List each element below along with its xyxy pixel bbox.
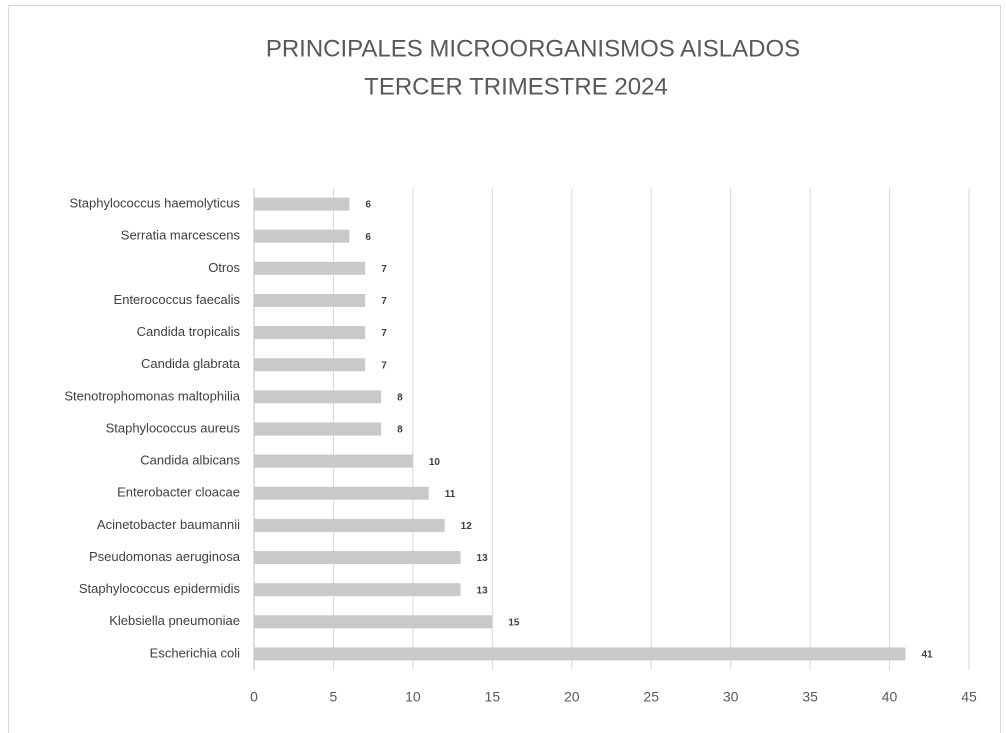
bar: [254, 293, 366, 307]
bar: [254, 518, 445, 532]
bar: [254, 615, 493, 629]
data-label: 8: [397, 393, 403, 404]
x-tick-label: 35: [802, 689, 818, 705]
data-label: 41: [921, 650, 933, 661]
data-label: 7: [381, 296, 387, 307]
y-tick-label: Serratia marcescens: [121, 228, 241, 243]
data-label: 15: [508, 617, 520, 628]
bar: [254, 422, 382, 436]
y-tick-label: Staphylococcus aureus: [106, 420, 241, 435]
y-tick-label: Enterococcus faecalis: [114, 292, 241, 307]
chart-subtitle: TERCER TRIMESTRE 2024: [364, 73, 668, 100]
data-label: 12: [461, 521, 473, 532]
bar: [254, 486, 429, 500]
x-tick-label: 15: [485, 689, 501, 705]
data-label: 6: [365, 232, 371, 243]
y-tick-label: Escherichia coli: [150, 645, 240, 660]
x-tick-label: 25: [643, 689, 659, 705]
bar: [254, 326, 366, 340]
y-tick-label: Pseudomonas aeruginosa: [89, 549, 241, 564]
x-tick-label: 10: [405, 689, 421, 705]
x-tick-label: 45: [961, 689, 977, 705]
x-tick-label: 0: [250, 689, 258, 705]
data-label: 10: [429, 457, 441, 468]
x-tick-label: 40: [882, 689, 898, 705]
data-label: 13: [477, 553, 489, 564]
y-tick-label: Candida albicans: [140, 453, 240, 468]
bar: [254, 583, 461, 597]
x-tick-label: 20: [564, 689, 580, 705]
chart-frame: [8, 5, 1001, 733]
data-label: 6: [365, 200, 371, 211]
y-tick-label: Otros: [208, 260, 240, 275]
bar: [254, 358, 366, 372]
y-tick-label: Staphylococcus epidermidis: [79, 581, 241, 596]
y-tick-label: Klebsiella pneumoniae: [109, 613, 240, 628]
x-tick-label: 5: [330, 689, 338, 705]
y-tick-label: Acinetobacter baumannii: [97, 517, 240, 532]
bar: [254, 647, 906, 661]
data-label: 7: [381, 264, 387, 275]
y-tick-label: Enterobacter cloacae: [117, 485, 240, 500]
y-tick-label: Staphylococcus haemolyticus: [69, 196, 240, 211]
bar: [254, 551, 461, 565]
y-tick-label: Candida tropicalis: [137, 324, 241, 339]
bar: [254, 229, 350, 243]
bar: [254, 390, 382, 404]
x-tick-label: 30: [723, 689, 739, 705]
chart-title: PRINCIPALES MICROORGANISMOS AISLADOS: [266, 35, 800, 62]
y-tick-label: Stenotrophomonas maltophilia: [64, 388, 240, 403]
bar: [254, 454, 413, 468]
bar: [254, 261, 366, 275]
data-label: 8: [397, 425, 403, 436]
data-label: 7: [381, 360, 387, 371]
data-label: 11: [445, 489, 456, 500]
data-label: 13: [477, 585, 489, 596]
bar: [254, 197, 350, 211]
y-tick-label: Candida glabrata: [141, 356, 241, 371]
data-label: 7: [381, 328, 387, 339]
